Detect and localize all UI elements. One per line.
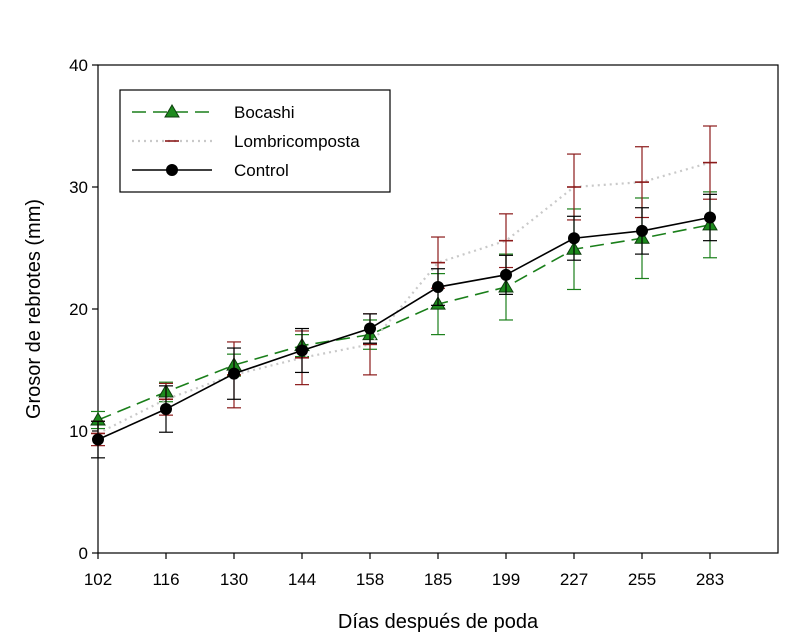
data-point [228,367,240,380]
y-tick-label: 10 [69,422,88,441]
x-tick-label: 227 [560,570,588,589]
x-tick-label: 185 [424,570,452,589]
series-line [97,224,711,421]
y-axis-label: Grosor de rebrotes (mm) [23,199,45,419]
series-line [97,216,711,441]
data-point [432,281,444,294]
data-point [92,433,104,446]
series-control [91,193,717,459]
x-tick-label: 158 [356,570,384,589]
series-line [97,161,711,435]
x-tick-label: 199 [492,570,520,589]
data-point [568,232,580,245]
y-tick-label: 30 [69,178,88,197]
data-point [500,268,512,281]
data-point [704,211,716,224]
y-tick-label: 40 [69,56,88,75]
x-tick-label: 144 [288,570,316,589]
data-point [636,224,648,237]
x-tick-label: 255 [628,570,656,589]
legend-entry: Lombricomposta [132,132,360,151]
x-axis-label: Días después de poda [338,611,539,633]
x-tick-label: 102 [84,570,112,589]
legend-entry: Control [132,161,289,180]
legend-entry: Bocashi [132,103,294,122]
data-point [364,322,376,335]
series-bocashi [90,191,718,430]
x-tick-label: 130 [220,570,248,589]
x-tick-label: 283 [696,570,724,589]
legend-label: Lombricomposta [234,132,360,151]
plot-area [90,125,718,459]
y-tick-label: 20 [69,300,88,319]
legend-label: Bocashi [234,103,294,122]
axes: 0 10 20 30 40 102 116 130 144 158 185 199 227 255 283 [69,56,779,589]
legend-marker [164,104,180,118]
legend-marker [166,164,178,176]
x-tick-label: 116 [152,570,179,589]
legend: Bocashi Lombricomposta Control [119,89,391,193]
data-point [160,403,172,416]
data-point [296,344,308,357]
y-tick-label: 0 [79,544,88,563]
legend-label: Control [234,161,289,180]
